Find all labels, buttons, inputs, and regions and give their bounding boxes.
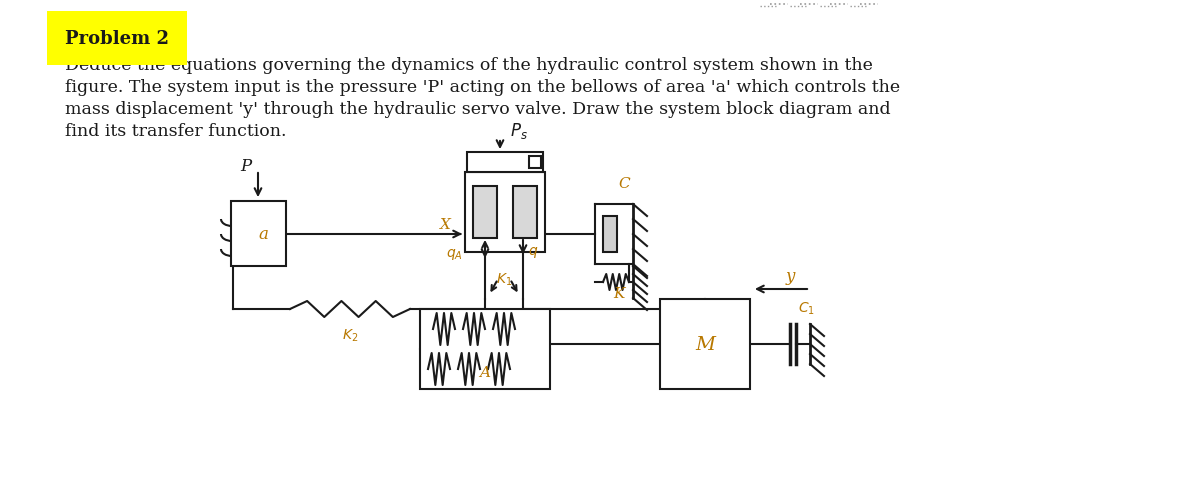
Bar [660,300,750,389]
Bar [230,201,286,267]
Text: mass displacement 'y' through the hydraulic servo valve. Draw the system block d: mass displacement 'y' through the hydrau… [65,101,890,118]
Text: $q$: $q$ [528,244,539,259]
Bar [514,187,538,239]
Text: $C_1$: $C_1$ [798,300,815,317]
Text: X: X [439,217,450,231]
Text: M: M [695,335,715,353]
Bar [529,157,541,168]
Text: $q_A$: $q_A$ [446,247,463,262]
Text: K: K [613,287,625,301]
Bar [420,309,550,389]
Bar [466,173,545,253]
Bar [604,216,617,253]
Text: y: y [785,268,794,285]
Bar [467,152,542,173]
Bar [473,187,497,239]
Text: C: C [618,177,630,191]
Text: $K_2$: $K_2$ [342,327,358,344]
Text: Problem 2: Problem 2 [65,30,169,48]
Text: P: P [240,158,251,175]
Text: Deduce the equations governing the dynamics of the hydraulic control system show: Deduce the equations governing the dynam… [65,57,872,74]
Text: $P_s$: $P_s$ [510,121,528,141]
Text: figure. The system input is the pressure 'P' acting on the bellows of area 'a' w: figure. The system input is the pressure… [65,79,900,96]
Text: A: A [480,365,491,379]
Text: a: a [258,226,268,243]
Text: $K_1$: $K_1$ [496,272,512,288]
Text: find its transfer function.: find its transfer function. [65,123,287,140]
